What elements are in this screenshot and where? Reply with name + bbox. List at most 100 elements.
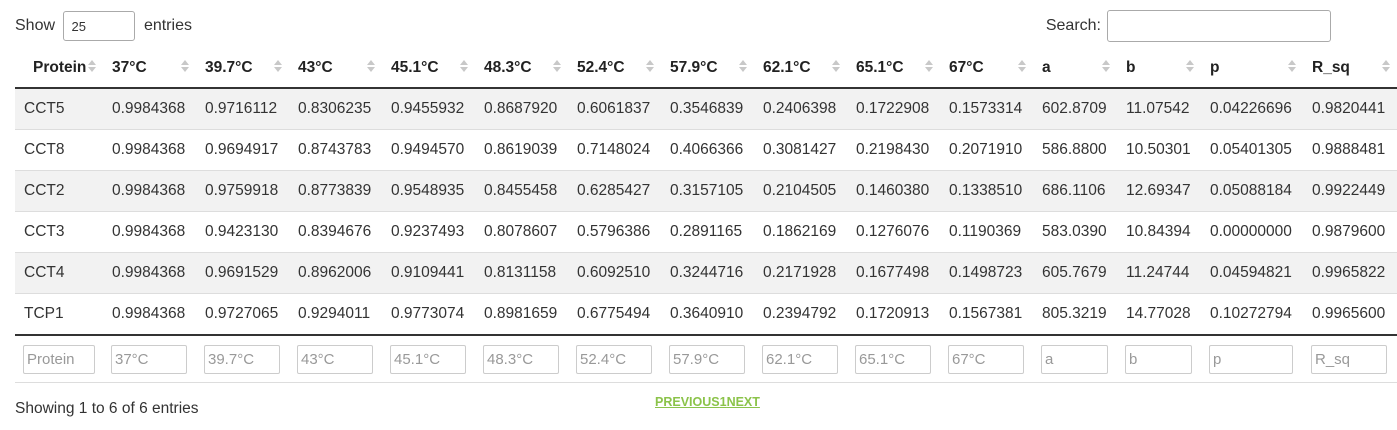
column-header[interactable]: a [1033,49,1117,89]
filter-cell [940,334,1033,383]
value-cell: 0.9773074 [382,293,475,335]
column-header[interactable]: 39.7°C [196,49,289,89]
value-cell: 0.9694917 [196,129,289,171]
value-cell: 0.1573314 [940,88,1033,130]
value-cell: 0.9716112 [196,88,289,130]
column-header-label: 45.1°C [391,59,439,76]
filter-cell [289,334,382,383]
column-filter-input[interactable] [111,344,187,374]
value-cell: 0.3640910 [661,293,754,335]
value-cell: 0.04594821 [1201,252,1303,294]
column-header[interactable]: b [1117,49,1201,89]
value-cell: 0.9965822 [1303,252,1397,294]
column-header[interactable]: Protein [15,49,103,89]
column-filter-input[interactable] [483,344,559,374]
column-filter-input[interactable] [576,344,652,374]
value-cell: 0.9922449 [1303,170,1397,212]
value-cell: 0.9879600 [1303,211,1397,253]
value-cell: 0.9984368 [103,88,196,130]
value-cell: 0.9727065 [196,293,289,335]
value-cell: 0.2171928 [754,252,847,294]
sort-icon [553,60,561,72]
value-cell: 0.7148024 [568,129,661,171]
table-body: CCT5 0.9984368 0.9716112 0.8306235 0.9455932… [15,88,1397,335]
value-cell: 0.2198430 [847,129,940,171]
column-header-label: a [1042,59,1051,76]
value-cell: 0.04226696 [1201,88,1303,130]
column-header[interactable]: 65.1°C [847,49,940,89]
sort-icon [88,60,96,72]
value-cell: 0.2394792 [754,293,847,335]
column-filter-input[interactable] [1209,344,1293,374]
filter-row [15,334,1397,383]
column-header[interactable]: p [1201,49,1303,89]
column-filter-input[interactable] [1125,344,1192,374]
column-filter-input[interactable] [1311,344,1387,374]
column-filter-input[interactable] [948,344,1024,374]
value-cell: 0.4066366 [661,129,754,171]
value-cell: 0.8394676 [289,211,382,253]
page-button-1[interactable]: 1 [719,395,727,409]
value-cell: 0.8619039 [475,129,568,171]
column-header[interactable]: 45.1°C [382,49,475,89]
value-cell: 605.7679 [1033,252,1117,294]
previous-page-button[interactable]: PREVIOUS [655,395,720,409]
entries-per-page-select[interactable] [63,11,136,41]
value-cell: 0.1677498 [847,252,940,294]
column-filter-input[interactable] [23,344,95,374]
column-header[interactable]: R_sq [1303,49,1397,89]
value-cell: 0.1498723 [940,252,1033,294]
value-cell: 686.1106 [1033,170,1117,212]
column-filter-input[interactable] [297,344,373,374]
value-cell: 0.00000000 [1201,211,1303,253]
value-cell: 0.8078607 [475,211,568,253]
column-filter-input[interactable] [855,344,931,374]
column-filter-input[interactable] [204,344,280,374]
sort-icon [832,60,840,72]
value-cell: 0.9494570 [382,129,475,171]
column-header[interactable]: 48.3°C [475,49,568,89]
column-header[interactable]: 37°C [103,49,196,89]
protein-cell: CCT4 [15,252,103,294]
table-row: CCT4 0.9984368 0.9691529 0.8962006 0.9109441… [15,252,1397,294]
value-cell: 0.6092510 [568,252,661,294]
value-cell: 0.6285427 [568,170,661,212]
filter-cell [1303,334,1397,383]
value-cell: 0.1460380 [847,170,940,212]
column-header[interactable]: 57.9°C [661,49,754,89]
column-header[interactable]: 67°C [940,49,1033,89]
protein-cell: CCT2 [15,170,103,212]
value-cell: 0.6775494 [568,293,661,335]
value-cell: 0.9965600 [1303,293,1397,335]
table-info: Showing 1 to 6 of 6 entries [15,400,199,417]
column-header-label: 57.9°C [670,59,718,76]
column-header[interactable]: 62.1°C [754,49,847,89]
column-filter-input[interactable] [762,344,838,374]
filter-cell [754,334,847,383]
value-cell: 0.3081427 [754,129,847,171]
value-cell: 0.3244716 [661,252,754,294]
column-filter-input[interactable] [1041,344,1108,374]
column-header-label: 67°C [949,59,984,76]
column-header[interactable]: 43°C [289,49,382,89]
column-filter-input[interactable] [390,344,466,374]
value-cell: 0.8455458 [475,170,568,212]
value-cell: 0.9984368 [103,211,196,253]
sort-icon [367,60,375,72]
column-header[interactable]: 52.4°C [568,49,661,89]
column-header-label: 48.3°C [484,59,532,76]
filter-cell [1033,334,1117,383]
table-row: CCT8 0.9984368 0.9694917 0.8743783 0.9494570… [15,129,1397,171]
next-page-button[interactable]: NEXT [726,395,760,409]
protein-cell: CCT8 [15,129,103,171]
search-input[interactable] [1107,10,1331,42]
value-cell: 0.9548935 [382,170,475,212]
value-cell: 0.5796386 [568,211,661,253]
column-filter-input[interactable] [669,344,745,374]
sort-icon [925,60,933,72]
value-cell: 0.1720913 [847,293,940,335]
table-row: CCT3 0.9984368 0.9423130 0.8394676 0.9237493… [15,211,1397,253]
sort-icon [1186,60,1194,72]
value-cell: 0.3546839 [661,88,754,130]
column-header-label: 65.1°C [856,59,904,76]
